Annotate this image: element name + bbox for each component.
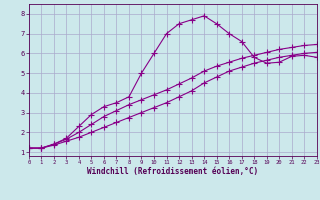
X-axis label: Windchill (Refroidissement éolien,°C): Windchill (Refroidissement éolien,°C)	[87, 167, 258, 176]
